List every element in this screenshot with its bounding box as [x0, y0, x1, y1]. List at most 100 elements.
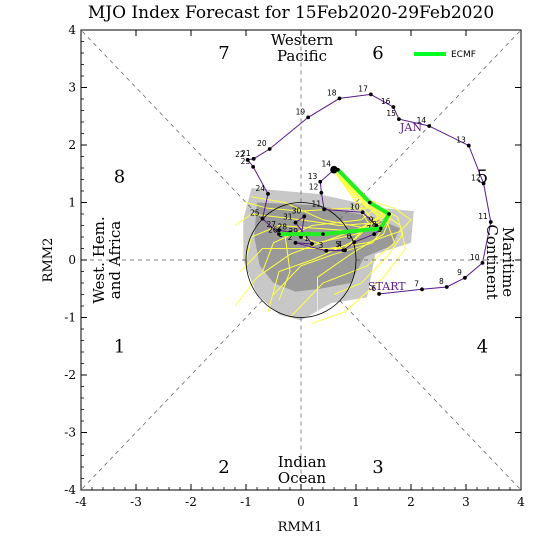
x-tick-label-5: 1 [352, 495, 360, 509]
observed-point-label-31: 5 [336, 240, 341, 249]
start-label: START [368, 280, 406, 293]
region-west-hem-line1: West. Hem. [90, 216, 108, 303]
observed-point-label-29: 3 [319, 241, 324, 250]
observed-point-label-10: 15 [386, 109, 396, 118]
observed-point-label-22: 27 [266, 220, 276, 229]
observed-point-31 [341, 248, 346, 253]
phase-labels: 7 68 51 42 3 [114, 43, 488, 478]
forecast-point-2 [367, 200, 372, 205]
y-tick-label-1: -3 [64, 426, 76, 440]
x-tick-label-0: -4 [75, 495, 87, 509]
observed-line [246, 93, 492, 295]
observed-point-label-5: 10 [470, 253, 480, 262]
observed-point-label-15: 20 [257, 139, 267, 148]
phase-number-6: 6 [372, 43, 383, 64]
region-indian-ocean-line1: Indian [278, 453, 327, 471]
observed-point-29 [324, 248, 329, 253]
x-tick-label-2: -2 [185, 495, 197, 509]
month-label: JAN [399, 121, 422, 134]
observed-point-label-13: 18 [327, 88, 337, 97]
observed-point-37 [322, 207, 326, 212]
observed-point-25 [302, 214, 307, 219]
observed-point-18 [251, 164, 256, 169]
observed-point-label-28: 2 [288, 233, 293, 242]
x-tick-label-8: 4 [517, 495, 525, 509]
spread-inner [254, 202, 400, 292]
observed-point-label-1: 6 [371, 284, 376, 293]
observed-point-8 [466, 143, 471, 148]
observed-point-label-40: 14 [321, 160, 331, 169]
phase-number-8: 8 [114, 167, 125, 188]
observed-point-label-8: 13 [456, 136, 466, 145]
chart-title: MJO Index Forecast for 15Feb2020-29Feb20… [88, 3, 494, 23]
observed-point-40 [330, 165, 338, 174]
y-tick-label-0: -4 [64, 483, 76, 497]
observed-point-label-4: 9 [457, 268, 462, 277]
x-tick-label-7: 3 [462, 495, 470, 509]
observed-point-5 [480, 260, 485, 265]
observed-point-label-21: 26 [268, 225, 278, 234]
phase-number-5: 5 [477, 167, 488, 188]
observed-point-20 [260, 216, 265, 221]
observed-point-11 [391, 105, 396, 109]
forecast-point-3 [387, 212, 391, 216]
forecast-line [279, 168, 391, 237]
observed-point-label-2: 7 [414, 279, 419, 288]
region-western-pacific-line1: Western [271, 31, 334, 49]
observed-point-label-9: 14 [417, 116, 427, 125]
x-tick-label-4: 0 [297, 495, 305, 509]
observed-point-33 [372, 232, 377, 237]
observed-track: 67 89101112131415161718192021222324252627… [235, 84, 493, 296]
observed-point-28 [293, 240, 298, 245]
observed-point-38 [319, 190, 324, 195]
observed-point-1 [377, 292, 381, 296]
legend: ECMF [414, 50, 476, 60]
observed-point-6 [488, 220, 493, 224]
observed-point-label-17: 22 [235, 150, 245, 159]
observed-point-label-37: 11 [312, 199, 322, 208]
observed-point-7 [481, 181, 486, 186]
region-maritime-line2: Continent [483, 224, 501, 299]
unit-circle [245, 202, 357, 318]
observed-point-label-11: 16 [381, 97, 391, 106]
legend-label: ECMF [451, 50, 476, 60]
guide-diag-nw [80, 29, 263, 220]
observed-point-22 [277, 228, 281, 233]
y-tick-label-7: 3 [68, 81, 76, 95]
observed-point-label-35: 9 [369, 216, 374, 225]
ensemble-member-15 [278, 170, 385, 301]
observed-point-label-16: 21 [241, 149, 251, 158]
y-tick-label-8: 4 [68, 23, 76, 37]
observed-point-32 [352, 240, 357, 245]
y-tick-label-2: -2 [64, 368, 76, 382]
observed-point-label-18: 23 [241, 157, 251, 166]
phase-number-1: 1 [114, 336, 125, 357]
observed-point-label-27: 1 [304, 234, 309, 243]
observed-point-label-32: 6 [347, 232, 352, 241]
observed-point-9 [427, 124, 432, 128]
observed-point-label-26: 31 [283, 213, 293, 222]
observed-point-2 [420, 287, 424, 292]
observed-point-3 [444, 285, 449, 289]
observed-point-13 [337, 96, 342, 101]
region-labels: Western Pacific Indian Ocean West. Hem. … [90, 31, 517, 487]
observed-point-14 [306, 115, 311, 120]
y-tick-label-5: 1 [68, 196, 76, 210]
x-tick-label-1: -3 [130, 495, 142, 509]
observed-point-27 [310, 242, 314, 246]
observed-point-label-3: 8 [439, 277, 444, 286]
observed-point-35 [374, 223, 379, 228]
observed-point-17 [245, 158, 250, 162]
y-tick-label-4: 0 [68, 253, 76, 267]
region-indian-ocean-line2: Ocean [278, 469, 327, 487]
observed-point-26 [293, 220, 298, 225]
observed-point-label-12: 17 [358, 84, 368, 93]
observed-point-label-30: 4 [337, 240, 342, 249]
forecast-point-4 [378, 226, 383, 231]
region-maritime-line1: Maritime [499, 227, 517, 297]
observed-point-39 [318, 179, 323, 184]
region-west-hem-line2: and Africa [106, 221, 124, 299]
region-western-pacific-line2: Pacific [277, 47, 327, 65]
phase-number-7: 7 [218, 43, 229, 64]
observed-point-label-20: 25 [250, 209, 260, 218]
